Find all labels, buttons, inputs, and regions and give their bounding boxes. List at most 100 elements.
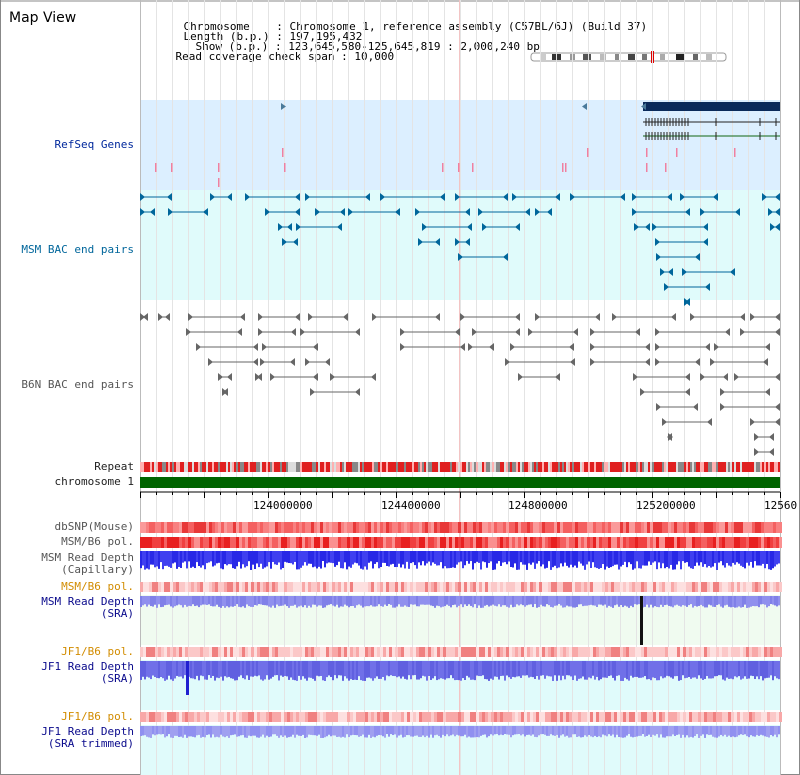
heat-cell bbox=[149, 647, 152, 657]
depth-bar bbox=[338, 726, 340, 737]
depth-bar bbox=[290, 726, 292, 737]
heat-cell bbox=[758, 647, 761, 657]
heat-cell bbox=[584, 712, 587, 722]
heat-cell bbox=[290, 712, 293, 722]
depth-bar bbox=[348, 661, 350, 681]
heat-cell bbox=[680, 582, 683, 592]
refseq-genes[interactable] bbox=[155, 102, 780, 187]
depth-bar bbox=[712, 551, 714, 567]
depth-bar bbox=[228, 596, 230, 608]
depth-bar bbox=[700, 551, 702, 563]
depth-bar bbox=[764, 551, 766, 569]
heat-cell bbox=[287, 537, 290, 548]
heat-cell bbox=[167, 522, 170, 533]
depth-bar bbox=[644, 661, 646, 677]
depth-bar bbox=[362, 661, 364, 681]
depth-bar bbox=[200, 726, 202, 738]
repeat-bar[interactable] bbox=[140, 462, 780, 472]
heat-cell bbox=[560, 537, 563, 548]
chromosome-ideogram[interactable] bbox=[530, 51, 727, 63]
repeat-segment bbox=[186, 462, 188, 472]
depth-bar bbox=[676, 661, 678, 677]
bac-end-arrow-icon bbox=[693, 403, 698, 411]
heat-cell bbox=[512, 522, 515, 533]
bac-end-arrow-icon bbox=[769, 433, 774, 441]
heat-cell bbox=[317, 582, 320, 592]
snp-marker bbox=[665, 163, 667, 172]
depth-bar bbox=[262, 596, 264, 605]
b6n-bac-track-label[interactable]: B6N BAC end pairs bbox=[21, 378, 134, 391]
depth-bar bbox=[300, 726, 302, 736]
heat-cell bbox=[161, 537, 164, 548]
repeat-segment bbox=[410, 462, 412, 472]
depth-bar bbox=[770, 551, 772, 570]
depth-bar bbox=[730, 596, 732, 608]
heat-cell bbox=[224, 712, 227, 722]
repeat-segment bbox=[688, 462, 690, 472]
heat-cell bbox=[482, 537, 485, 548]
heat-cell bbox=[365, 537, 368, 548]
depth-bar bbox=[678, 661, 680, 681]
heat-cell bbox=[476, 712, 479, 722]
depth-bar bbox=[466, 551, 468, 562]
heat-cell bbox=[662, 537, 665, 548]
depth-bar bbox=[726, 726, 728, 737]
bac-end-arrow-icon bbox=[515, 223, 520, 231]
msm-bac-track-label[interactable]: MSM BAC end pairs bbox=[21, 243, 134, 256]
depth-bar bbox=[704, 596, 706, 608]
repeat-segment bbox=[464, 462, 466, 472]
chromosome-bar[interactable] bbox=[140, 477, 780, 488]
depth-bar bbox=[142, 551, 144, 566]
heat-cell bbox=[536, 712, 539, 722]
depth-bar bbox=[518, 596, 520, 606]
heat-cell bbox=[209, 647, 212, 657]
depth-bar bbox=[440, 726, 442, 738]
heat-cell bbox=[284, 537, 287, 548]
depth-bar bbox=[498, 596, 500, 605]
heat-cell bbox=[668, 522, 671, 533]
bac-end-arrow-icon bbox=[435, 313, 440, 321]
msm-bac-features[interactable] bbox=[140, 193, 780, 306]
bac-end-arrow-icon bbox=[652, 223, 657, 231]
heat-cell bbox=[296, 712, 299, 722]
depth-bar bbox=[706, 661, 708, 677]
heat-cell bbox=[590, 582, 593, 592]
heat-cell bbox=[227, 582, 230, 592]
depth-bar bbox=[168, 551, 170, 567]
depth-bar bbox=[578, 726, 580, 737]
gene-arrow-icon bbox=[281, 103, 286, 110]
repeat-segment bbox=[672, 462, 674, 472]
heat-cell bbox=[731, 537, 734, 548]
heat-cell bbox=[563, 647, 566, 657]
depth-bar bbox=[624, 596, 626, 606]
repeat-segment bbox=[366, 462, 368, 472]
heat-cell bbox=[248, 582, 251, 592]
depth-bar bbox=[508, 596, 510, 608]
heat-cell bbox=[506, 537, 509, 548]
heat-cell bbox=[260, 647, 263, 657]
refseq-track-label[interactable]: RefSeq Genes bbox=[54, 138, 134, 151]
heat-cell bbox=[233, 537, 236, 548]
heat-cell bbox=[524, 647, 527, 657]
heat-cell bbox=[239, 537, 242, 548]
depth-bar bbox=[210, 661, 212, 678]
msm-read-depth-sra-label: MSM Read Depth (SRA) bbox=[41, 595, 134, 620]
depth-bar bbox=[414, 726, 416, 736]
repeat-segment bbox=[706, 462, 708, 472]
depth-bar bbox=[152, 551, 154, 565]
heat-cell bbox=[362, 537, 365, 548]
bac-end-arrow-icon bbox=[465, 208, 470, 216]
depth-bar bbox=[732, 596, 734, 607]
heat-cell bbox=[458, 582, 461, 592]
depth-bar bbox=[560, 596, 562, 606]
heat-cell bbox=[575, 537, 578, 548]
b6n-bac-features[interactable] bbox=[140, 313, 780, 456]
depth-bar bbox=[678, 596, 680, 606]
heat-cell bbox=[545, 522, 548, 533]
heat-cell bbox=[302, 522, 305, 533]
depth-bar bbox=[238, 596, 240, 607]
heat-cell bbox=[683, 647, 686, 657]
heat-cell bbox=[728, 522, 731, 533]
heat-cell bbox=[158, 647, 161, 657]
